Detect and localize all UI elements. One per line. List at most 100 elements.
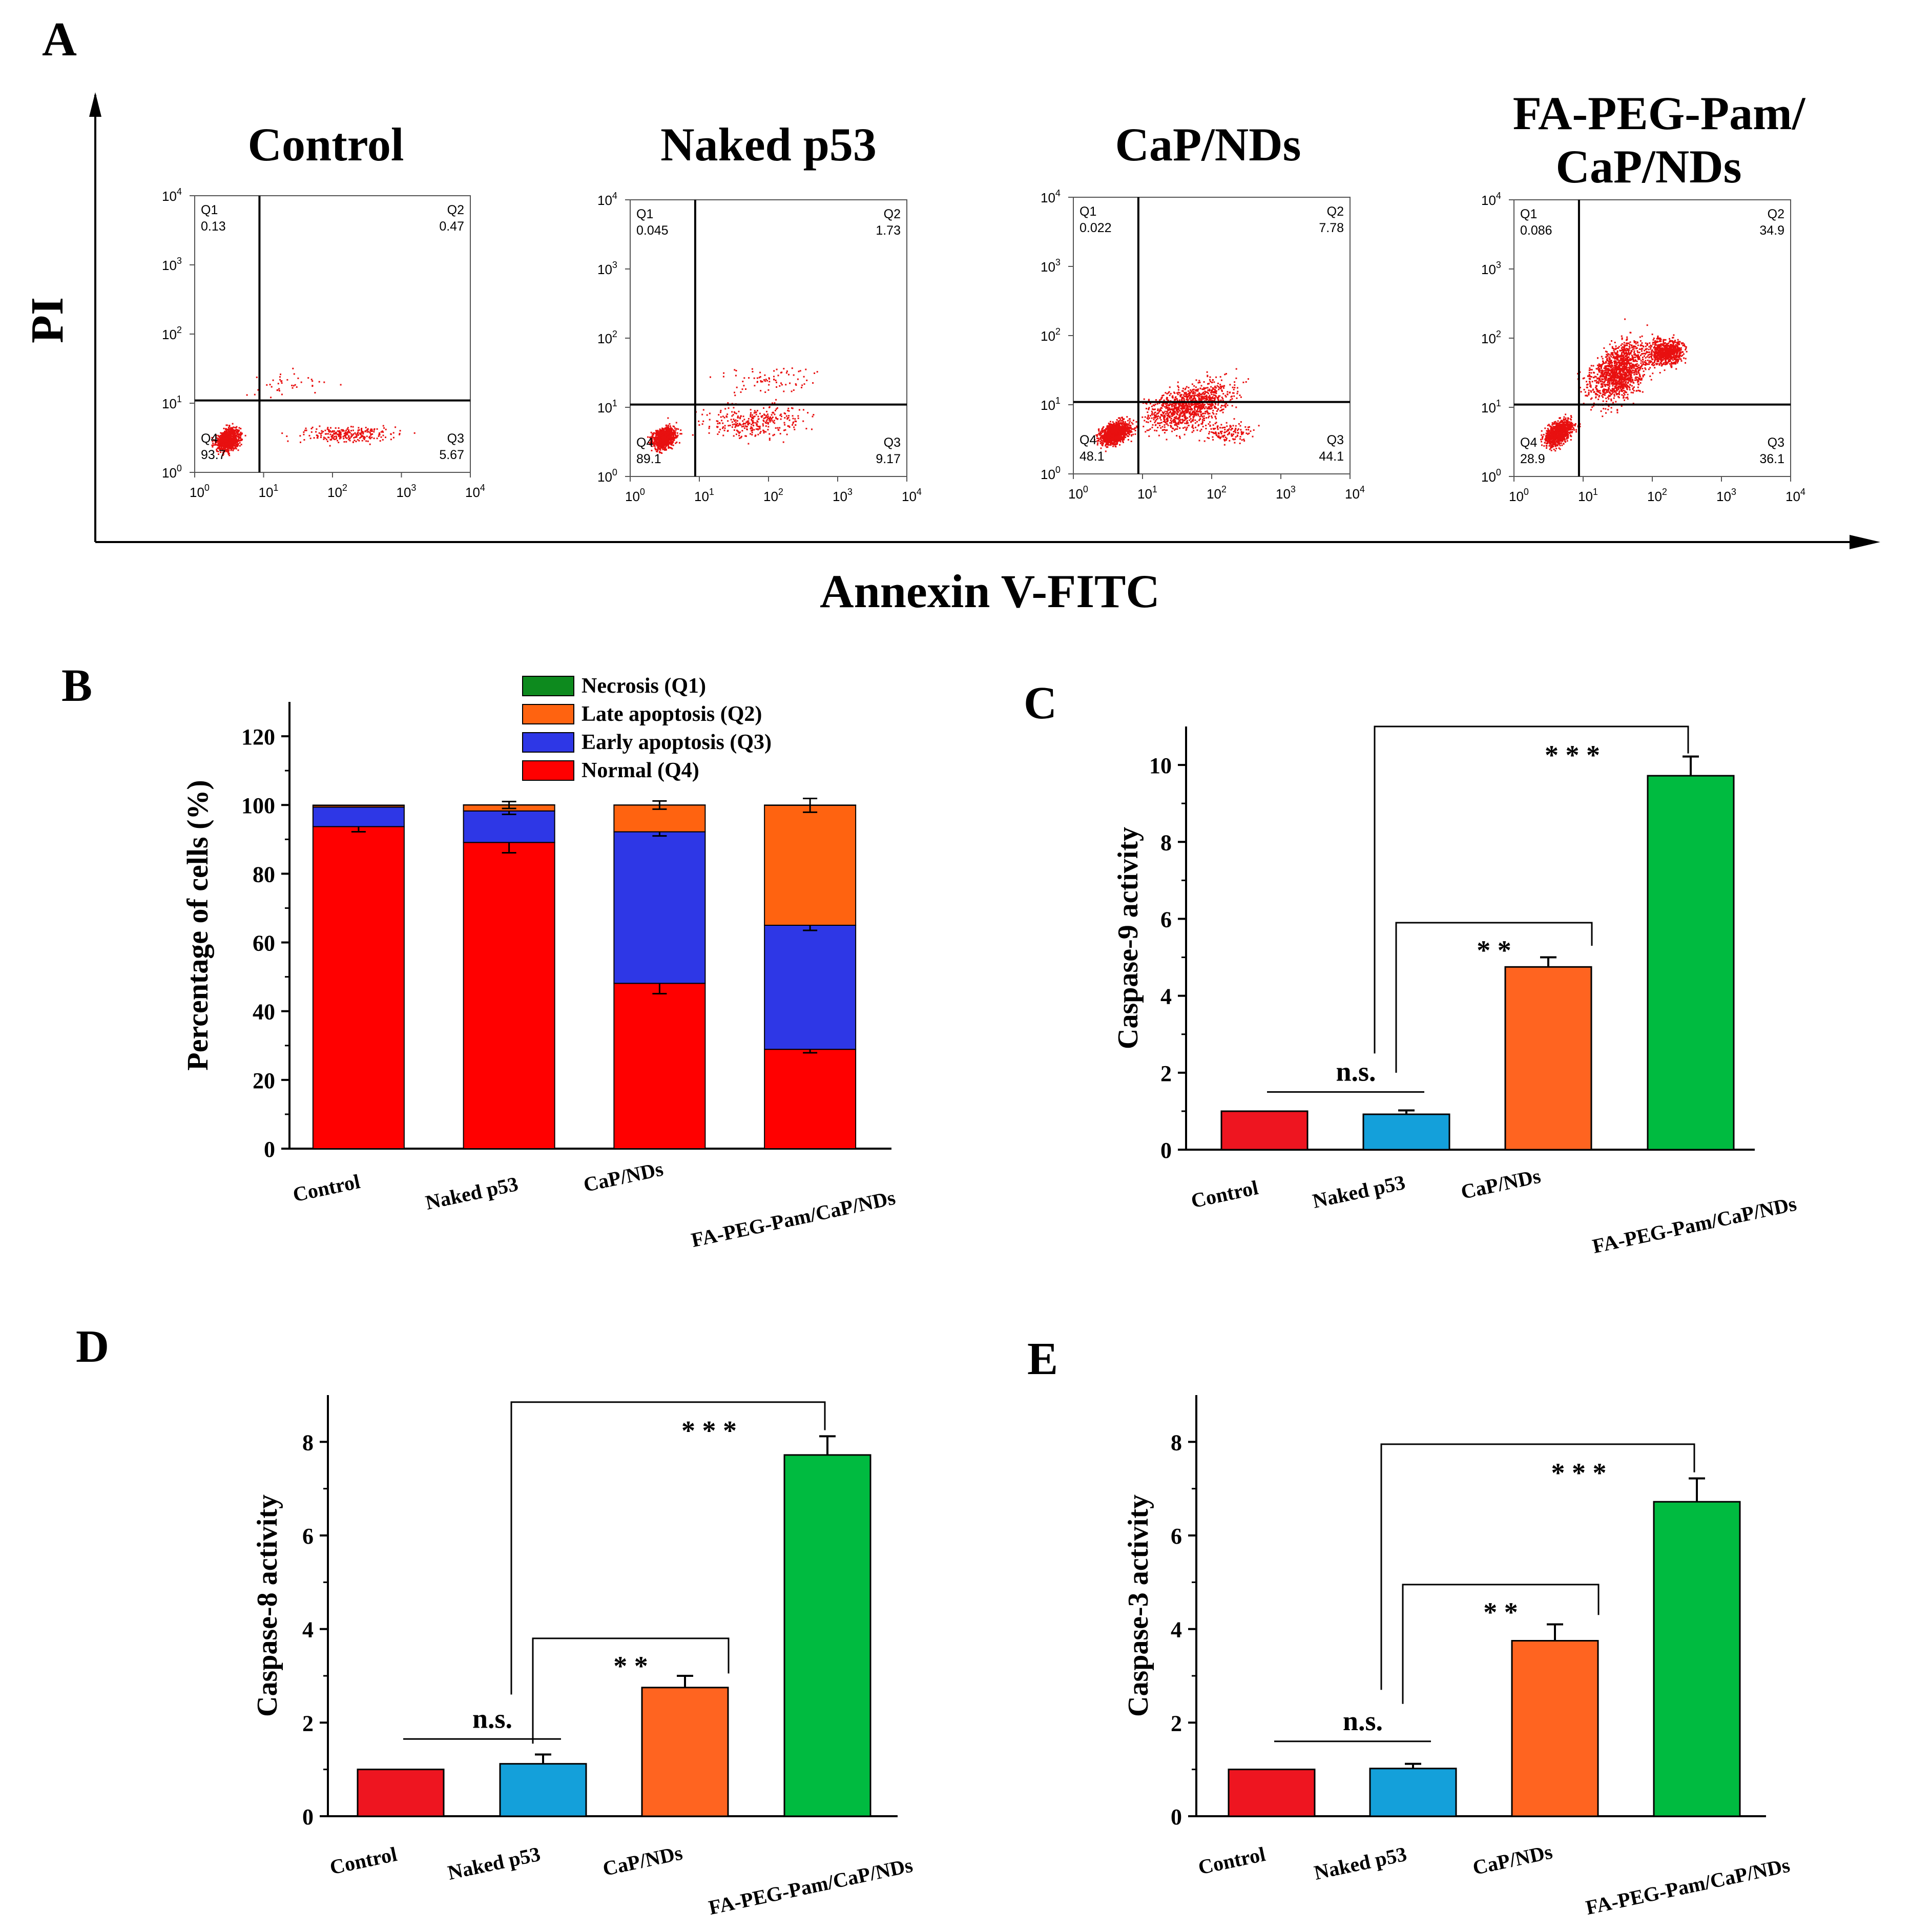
q1-value: 0.13 [201,219,226,234]
category-label-fa-peg-pam-cap-nds: FA-PEG-Pam/CaP/NDs [689,1186,897,1252]
bar-fa-peg-pam-cap-nds [1647,775,1735,1151]
bracket-triple-star [1374,725,1689,1054]
category-label-cap-nds: CaP/NDs [600,1841,684,1880]
q4-value: 28.9 [1520,452,1545,466]
bracket-double-star [1402,1584,1600,1704]
bracket-triple-star [510,1401,826,1695]
y-tick-label: 8 [302,1430,314,1455]
double-star-annotation: * * [613,1651,648,1681]
x-tick-label: 100 [1068,484,1088,502]
q4-value: 89.1 [636,452,661,466]
q2-label: Q2 [1768,207,1784,221]
y-tick-label: 6 [1171,1524,1182,1549]
y-tick-label: 101 [162,394,182,411]
legend-label-necrosis-q1: Necrosis (Q1) [582,674,706,698]
y-tick-label: 100 [1481,467,1501,485]
legend-swatch-early-apoptosis-q3 [522,732,574,753]
y-tick-label: 102 [1481,329,1501,346]
flow-events [647,367,818,454]
y-tick-label: 100 [241,793,275,818]
flow-title-fa-peg-pam-line2: CaP/NDs [1556,140,1742,193]
y-axis-title: Caspase-9 activity [1112,827,1144,1049]
bar-control [357,1769,445,1817]
y-tick-label: 101 [1041,396,1061,413]
panel-label-c: C [1024,678,1057,729]
legend-label-early-apoptosis-q3: Early apoptosis (Q3) [582,731,772,754]
y-tick-label: 0 [1160,1138,1172,1163]
y-tick-label: 103 [162,256,182,273]
q4-label: Q4 [201,431,218,446]
x-tick-label: 103 [1716,487,1736,504]
y-tick-label: 10 [1149,753,1172,778]
q1-label: Q1 [636,207,653,221]
triple-star-annotation: * * * [681,1416,737,1446]
x-tick-label: 104 [1345,484,1365,502]
triple-star-annotation: * * * [1551,1458,1607,1488]
panel-label-b: B [61,660,92,711]
q2-label: Q2 [884,207,901,221]
category-label-control: Control [291,1170,362,1207]
legend-label-late-apoptosis-q2: Late apoptosis (Q2) [582,702,762,726]
bar-normal-q4 [312,826,405,1149]
category-label-naked-p53: Naked p53 [423,1172,520,1214]
y-tick-label: 120 [241,724,275,750]
q3-value: 5.67 [439,448,464,462]
category-label-fa-peg-pam-cap-nds: FA-PEG-Pam/CaP/NDs [707,1854,915,1919]
y-tick-label: 101 [597,398,617,416]
x-tick-label: 101 [694,487,714,504]
caspase-3-chart: 0 2 4 6 8 Caspase-3 activity Control Naked p53 C… [1123,1395,1792,1919]
y-tick-label: 60 [253,931,275,956]
bar-early-apoptosis-q3 [613,831,706,984]
y-tick-label: 2 [1160,1061,1172,1086]
legend-label-normal-q4: Normal (Q4) [582,759,699,782]
q1-label: Q1 [1520,207,1537,221]
flow-title-naked-p53: Naked p53 [660,118,877,171]
y-tick-label: 102 [1041,326,1061,344]
pi-axis-arrowhead [89,92,101,117]
category-label-naked-p53: Naked p53 [1311,1171,1407,1213]
bar-naked-p53 [1369,1768,1457,1817]
y-tick-label: 80 [253,862,275,887]
x-tick-label: 101 [1578,487,1598,504]
flow-plot-1: Q1 0.13 Q2 0.47 Q3 5.67 Q4 93.7 100 100 101 101 102 1… [162,186,485,500]
panel-label-e: E [1027,1334,1058,1384]
legend: Necrosis (Q1) Late apoptosis (Q2) Early ap… [522,674,772,782]
y-tick-label: 100 [162,463,182,481]
y-tick-label: 100 [1041,465,1061,482]
x-tick-label: 102 [327,483,347,500]
category-label-control: Control [1189,1176,1260,1213]
x-tick-label: 103 [1276,484,1296,502]
bar-early-apoptosis-q3 [312,806,405,827]
y-tick-label: 6 [1160,907,1172,932]
bracket-triple-star [1380,1443,1695,1690]
x-tick-label: 100 [1509,487,1529,504]
q1-label: Q1 [201,203,218,217]
y-tick-label: 4 [302,1617,314,1643]
q3-value: 9.17 [876,452,901,466]
bar-control [1228,1769,1316,1817]
q2-label: Q2 [447,203,464,217]
q4-label: Q4 [1520,435,1537,450]
category-label-naked-p53: Naked p53 [446,1842,543,1884]
x-tick-label: 103 [397,483,417,500]
category-label-fa-peg-pam-cap-nds: FA-PEG-Pam/CaP/NDs [1584,1854,1792,1919]
stacked-bar-chart-b: 0 20 40 60 80 100 120 Percentage of cells (%) Co… [181,674,897,1252]
category-label-naked-p53: Naked p53 [1312,1842,1409,1884]
bracket-double-star [532,1637,730,1744]
y-tick-label: 104 [1041,188,1061,205]
y-tick-label: 103 [1041,257,1061,275]
bar-control [1220,1110,1309,1151]
double-star-annotation: * * [1477,935,1511,966]
y-axis-title: Percentage of cells (%) [181,780,214,1070]
bar-early-apoptosis-q3 [463,810,555,843]
panel-label-a: A [42,13,77,66]
x-tick-label: 102 [1207,484,1227,502]
x-tick-label: 102 [763,487,783,504]
q4-label: Q4 [1079,433,1096,447]
pi-axis-label: PI [22,297,73,343]
flow-plot-3: Q1 0.022 Q2 7.78 Q3 44.1 Q4 48.1 100 100 101 101 102… [1041,188,1365,502]
q1-value: 0.086 [1520,223,1552,238]
caspase-8-chart: 0 2 4 6 8 Caspase-8 activity Control Naked p53 C… [252,1395,915,1919]
y-tick-label: 100 [597,467,617,485]
